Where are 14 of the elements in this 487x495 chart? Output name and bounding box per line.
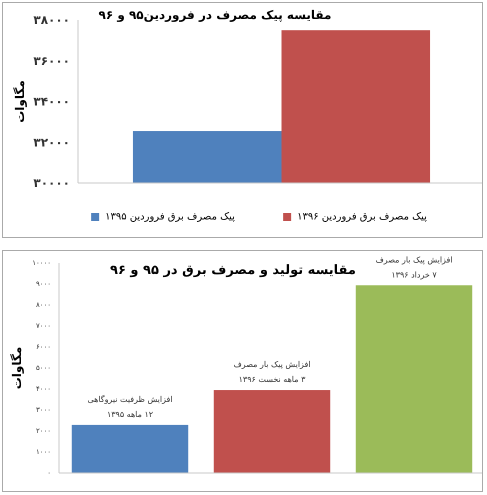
chart-title: مقایسه تولید و مصرف برق در ۹۵ و ۹۶ <box>110 263 356 278</box>
y-tick-label: ۳۰۰۰۰ <box>33 176 70 190</box>
legend-label: پیک مصرف برق فروردین ۱۳۹۵ <box>105 212 236 222</box>
y-tick-label: ۳۴۰۰۰ <box>33 94 70 108</box>
legend-label: پیک مصرف برق فروردین ۱۳۹۶ <box>297 212 428 222</box>
y-tick-label: ۳۲۰۰۰ <box>33 135 70 150</box>
y-axis-title: مگاوات <box>10 346 24 390</box>
data-label: افزایش ظرفیت نیروگاهی ۱۲ ماهه ۱۳۹۵ <box>87 394 173 419</box>
y-axis-title: مگاوات <box>13 80 27 123</box>
y-tick-label: ۳۶۰۰۰ <box>33 54 70 68</box>
y-tick-label: ۳۸۰۰۰ <box>33 13 70 27</box>
data-label: افزایش پیک بار مصرف ۷ خرداد ۱۳۹۶ <box>376 255 452 280</box>
chart-title: مقایسه پیک مصرف در فروردین۹۵ و ۹۶ <box>98 8 332 22</box>
data-label: افزایش پیک بار مصرف ۳ ماهه نخست ۱۳۹۶ <box>234 360 310 384</box>
